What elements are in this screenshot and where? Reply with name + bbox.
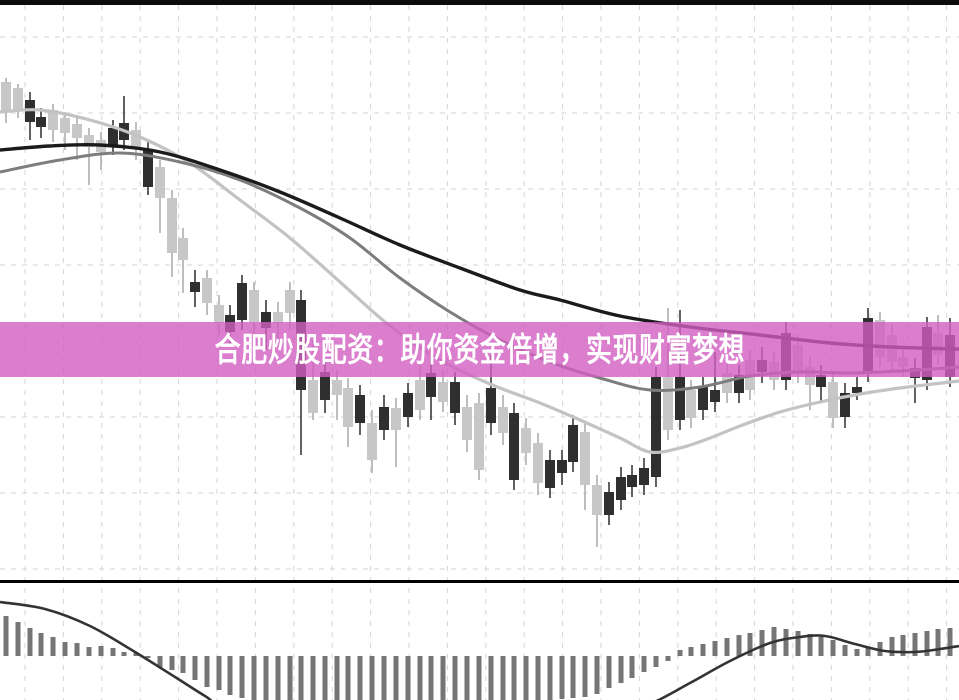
- panel-separator: [0, 580, 959, 583]
- candles: [1, 78, 955, 547]
- macd-signal-line: [0, 600, 959, 700]
- macd-histogram: [3, 616, 953, 700]
- banner-title: 合肥炒股配资：助你资金倍增，实现财富梦想: [214, 331, 745, 368]
- promo-banner: 合肥炒股配资：助你资金倍增，实现财富梦想: [0, 322, 959, 377]
- top-bar: [0, 0, 959, 5]
